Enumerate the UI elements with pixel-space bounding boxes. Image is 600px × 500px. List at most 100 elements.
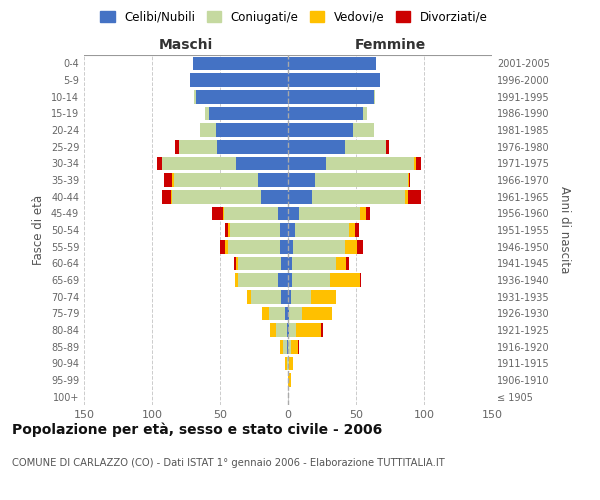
Bar — [292, 273, 330, 287]
Bar — [190, 73, 288, 87]
Bar — [288, 173, 315, 187]
Bar — [302, 306, 332, 320]
Bar — [405, 190, 407, 203]
Bar — [216, 123, 288, 137]
Bar — [315, 173, 407, 187]
Bar — [287, 356, 288, 370]
Bar — [292, 256, 335, 270]
Text: Popolazione per età, sesso e stato civile - 2006: Popolazione per età, sesso e stato civil… — [12, 422, 382, 437]
Bar — [247, 290, 251, 304]
Bar — [345, 140, 386, 153]
Bar — [228, 240, 280, 254]
Bar — [269, 306, 285, 320]
Bar — [288, 340, 291, 353]
Bar — [193, 56, 288, 70]
Bar — [278, 206, 288, 220]
Bar — [280, 340, 283, 353]
Bar — [288, 106, 363, 120]
Bar — [320, 323, 323, 337]
Bar — [407, 173, 409, 187]
Bar — [360, 273, 361, 287]
Text: COMUNE DI CARLAZZO (CO) - Dati ISTAT 1° gennaio 2006 - Elaborazione TUTTITALIA.I: COMUNE DI CARLAZZO (CO) - Dati ISTAT 1° … — [12, 458, 445, 468]
Text: Femmine: Femmine — [355, 38, 425, 52]
Bar — [226, 240, 228, 254]
Bar — [289, 323, 296, 337]
Bar — [288, 306, 289, 320]
Bar — [171, 190, 172, 203]
Bar — [175, 140, 179, 153]
Bar — [365, 206, 370, 220]
Bar — [235, 273, 238, 287]
Bar — [330, 273, 360, 287]
Bar — [230, 223, 280, 237]
Bar — [288, 373, 291, 387]
Bar — [172, 190, 261, 203]
Bar — [295, 223, 349, 237]
Bar — [345, 240, 358, 254]
Bar — [298, 340, 299, 353]
Bar — [288, 240, 293, 254]
Bar — [358, 240, 363, 254]
Bar — [209, 106, 288, 120]
Bar — [326, 156, 415, 170]
Bar — [407, 190, 421, 203]
Bar — [200, 123, 216, 137]
Y-axis label: Anni di nascita: Anni di nascita — [558, 186, 571, 274]
Bar — [228, 223, 230, 237]
Bar — [223, 206, 224, 220]
Bar — [258, 173, 288, 187]
Bar — [285, 306, 288, 320]
Bar — [288, 190, 313, 203]
Bar — [196, 90, 288, 104]
Bar — [288, 123, 353, 137]
Bar — [283, 340, 287, 353]
Bar — [349, 223, 355, 237]
Bar — [296, 323, 320, 337]
Bar — [288, 156, 326, 170]
Bar — [289, 306, 302, 320]
Bar — [288, 223, 295, 237]
Bar — [386, 140, 389, 153]
Bar — [172, 173, 174, 187]
Bar — [164, 173, 172, 187]
Bar — [291, 290, 311, 304]
Bar — [271, 323, 276, 337]
Bar — [220, 240, 226, 254]
Bar — [224, 206, 278, 220]
Bar — [360, 206, 365, 220]
Bar — [311, 290, 335, 304]
Bar — [174, 173, 258, 187]
Bar — [289, 356, 293, 370]
Bar — [278, 273, 288, 287]
Bar — [280, 240, 288, 254]
Bar — [416, 156, 421, 170]
Bar — [194, 90, 196, 104]
Bar — [288, 256, 292, 270]
Bar — [161, 190, 171, 203]
Bar — [313, 190, 405, 203]
Bar — [281, 256, 288, 270]
Bar — [288, 273, 292, 287]
Bar — [287, 340, 288, 353]
Bar — [281, 290, 288, 304]
Bar — [217, 140, 288, 153]
Bar — [212, 206, 223, 220]
Bar — [299, 206, 360, 220]
Bar — [157, 156, 161, 170]
Bar — [261, 190, 288, 203]
Bar — [287, 323, 288, 337]
Bar — [179, 140, 217, 153]
Bar — [288, 140, 345, 153]
Bar — [355, 223, 359, 237]
Bar — [288, 323, 289, 337]
Bar — [236, 156, 288, 170]
Legend: Celibi/Nubili, Coniugati/e, Vedovi/e, Divorziati/e: Celibi/Nubili, Coniugati/e, Vedovi/e, Di… — [95, 6, 493, 28]
Bar — [335, 256, 346, 270]
Bar — [280, 223, 288, 237]
Bar — [285, 356, 287, 370]
Bar — [262, 306, 269, 320]
Bar — [415, 156, 416, 170]
Bar — [363, 106, 367, 120]
Bar — [291, 340, 298, 353]
Bar — [236, 256, 238, 270]
